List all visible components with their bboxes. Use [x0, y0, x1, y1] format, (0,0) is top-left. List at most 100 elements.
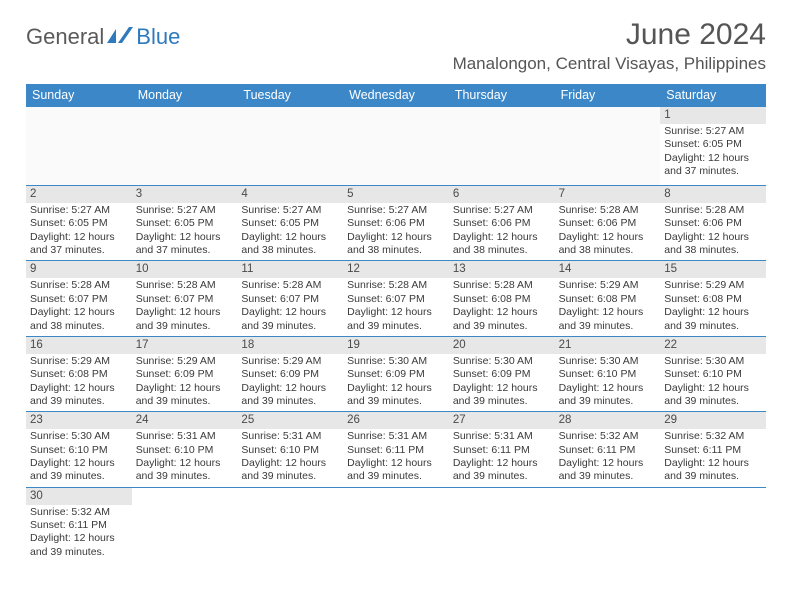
sunset-text: Sunset: 6:10 PM [136, 444, 234, 457]
sunset-text: Sunset: 6:10 PM [241, 444, 339, 457]
sunrise-text: Sunrise: 5:32 AM [30, 506, 128, 519]
sunrise-text: Sunrise: 5:27 AM [30, 204, 128, 217]
weekday-saturday: Saturday [660, 84, 766, 107]
daylight-line2: and 39 minutes. [30, 395, 128, 408]
daylight-line2: and 39 minutes. [453, 470, 551, 483]
sunset-text: Sunset: 6:06 PM [559, 217, 657, 230]
day-number: 8 [660, 186, 766, 203]
sunset-text: Sunset: 6:09 PM [347, 368, 445, 381]
sunrise-text: Sunrise: 5:30 AM [664, 355, 762, 368]
day-cell-18: 18Sunrise: 5:29 AMSunset: 6:09 PMDayligh… [237, 337, 343, 411]
day-cell-15: 15Sunrise: 5:29 AMSunset: 6:08 PMDayligh… [660, 261, 766, 335]
sunset-text: Sunset: 6:10 PM [559, 368, 657, 381]
day-cell-17: 17Sunrise: 5:29 AMSunset: 6:09 PMDayligh… [132, 337, 238, 411]
sunrise-text: Sunrise: 5:28 AM [347, 279, 445, 292]
day-cell-19: 19Sunrise: 5:30 AMSunset: 6:09 PMDayligh… [343, 337, 449, 411]
sunrise-text: Sunrise: 5:30 AM [559, 355, 657, 368]
daylight-line1: Daylight: 12 hours [559, 306, 657, 319]
day-number: 17 [132, 337, 238, 354]
sunset-text: Sunset: 6:07 PM [347, 293, 445, 306]
daylight-line1: Daylight: 12 hours [241, 457, 339, 470]
sunrise-text: Sunrise: 5:30 AM [347, 355, 445, 368]
day-cell-empty [26, 107, 132, 185]
daylight-line2: and 39 minutes. [453, 395, 551, 408]
day-cell-22: 22Sunrise: 5:30 AMSunset: 6:10 PMDayligh… [660, 337, 766, 411]
day-number: 7 [555, 186, 661, 203]
sunrise-text: Sunrise: 5:29 AM [559, 279, 657, 292]
daylight-line1: Daylight: 12 hours [136, 457, 234, 470]
daylight-line1: Daylight: 12 hours [347, 457, 445, 470]
day-cell-8: 8Sunrise: 5:28 AMSunset: 6:06 PMDaylight… [660, 186, 766, 260]
sunrise-text: Sunrise: 5:29 AM [136, 355, 234, 368]
logo-text-blue: Blue [136, 24, 180, 50]
day-cell-empty [237, 107, 343, 185]
sunset-text: Sunset: 6:08 PM [453, 293, 551, 306]
day-cell-trailing-empty [237, 488, 343, 562]
day-number: 12 [343, 261, 449, 278]
daylight-line1: Daylight: 12 hours [241, 231, 339, 244]
day-cell-trailing-empty [343, 488, 449, 562]
sunset-text: Sunset: 6:11 PM [664, 444, 762, 457]
day-number: 26 [343, 412, 449, 429]
weekday-wednesday: Wednesday [343, 84, 449, 107]
daylight-line2: and 39 minutes. [136, 395, 234, 408]
daylight-line1: Daylight: 12 hours [347, 382, 445, 395]
sunset-text: Sunset: 6:11 PM [347, 444, 445, 457]
sunrise-text: Sunrise: 5:31 AM [347, 430, 445, 443]
sunrise-text: Sunrise: 5:30 AM [30, 430, 128, 443]
location-text: Manalongon, Central Visayas, Philippines [453, 54, 766, 74]
sunrise-text: Sunrise: 5:27 AM [241, 204, 339, 217]
daylight-line2: and 39 minutes. [559, 470, 657, 483]
day-number: 1 [660, 107, 766, 124]
daylight-line1: Daylight: 12 hours [453, 457, 551, 470]
sunrise-text: Sunrise: 5:28 AM [30, 279, 128, 292]
day-cell-4: 4Sunrise: 5:27 AMSunset: 6:05 PMDaylight… [237, 186, 343, 260]
day-cell-11: 11Sunrise: 5:28 AMSunset: 6:07 PMDayligh… [237, 261, 343, 335]
day-cell-16: 16Sunrise: 5:29 AMSunset: 6:08 PMDayligh… [26, 337, 132, 411]
day-number: 27 [449, 412, 555, 429]
daylight-line2: and 39 minutes. [559, 395, 657, 408]
daylight-line1: Daylight: 12 hours [664, 231, 762, 244]
day-cell-7: 7Sunrise: 5:28 AMSunset: 6:06 PMDaylight… [555, 186, 661, 260]
daylight-line2: and 39 minutes. [664, 320, 762, 333]
sunrise-text: Sunrise: 5:31 AM [453, 430, 551, 443]
day-cell-empty [343, 107, 449, 185]
week-row: 30Sunrise: 5:32 AMSunset: 6:11 PMDayligh… [26, 488, 766, 562]
daylight-line2: and 39 minutes. [347, 320, 445, 333]
weekday-thursday: Thursday [449, 84, 555, 107]
daylight-line1: Daylight: 12 hours [347, 306, 445, 319]
sunrise-text: Sunrise: 5:28 AM [453, 279, 551, 292]
daylight-line1: Daylight: 12 hours [136, 306, 234, 319]
sunrise-text: Sunrise: 5:29 AM [241, 355, 339, 368]
sunrise-text: Sunrise: 5:29 AM [30, 355, 128, 368]
weekday-tuesday: Tuesday [237, 84, 343, 107]
day-number: 2 [26, 186, 132, 203]
day-number: 28 [555, 412, 661, 429]
day-number: 29 [660, 412, 766, 429]
daylight-line1: Daylight: 12 hours [136, 382, 234, 395]
daylight-line2: and 37 minutes. [30, 244, 128, 257]
daylight-line1: Daylight: 12 hours [453, 306, 551, 319]
day-cell-6: 6Sunrise: 5:27 AMSunset: 6:06 PMDaylight… [449, 186, 555, 260]
logo-flag-icon [107, 27, 133, 43]
week-row: 23Sunrise: 5:30 AMSunset: 6:10 PMDayligh… [26, 412, 766, 487]
day-cell-5: 5Sunrise: 5:27 AMSunset: 6:06 PMDaylight… [343, 186, 449, 260]
sunrise-text: Sunrise: 5:27 AM [453, 204, 551, 217]
header: General Blue June 2024 Manalongon, Centr… [26, 18, 766, 74]
day-cell-28: 28Sunrise: 5:32 AMSunset: 6:11 PMDayligh… [555, 412, 661, 486]
sunrise-text: Sunrise: 5:27 AM [664, 125, 762, 138]
daylight-line1: Daylight: 12 hours [347, 231, 445, 244]
daylight-line2: and 38 minutes. [664, 244, 762, 257]
day-cell-13: 13Sunrise: 5:28 AMSunset: 6:08 PMDayligh… [449, 261, 555, 335]
daylight-line1: Daylight: 12 hours [559, 382, 657, 395]
day-number: 6 [449, 186, 555, 203]
day-cell-26: 26Sunrise: 5:31 AMSunset: 6:11 PMDayligh… [343, 412, 449, 486]
daylight-line2: and 38 minutes. [453, 244, 551, 257]
day-number: 13 [449, 261, 555, 278]
daylight-line2: and 39 minutes. [664, 470, 762, 483]
day-number: 4 [237, 186, 343, 203]
month-title: June 2024 [453, 18, 766, 52]
sunset-text: Sunset: 6:09 PM [241, 368, 339, 381]
day-cell-empty [449, 107, 555, 185]
daylight-line2: and 37 minutes. [136, 244, 234, 257]
